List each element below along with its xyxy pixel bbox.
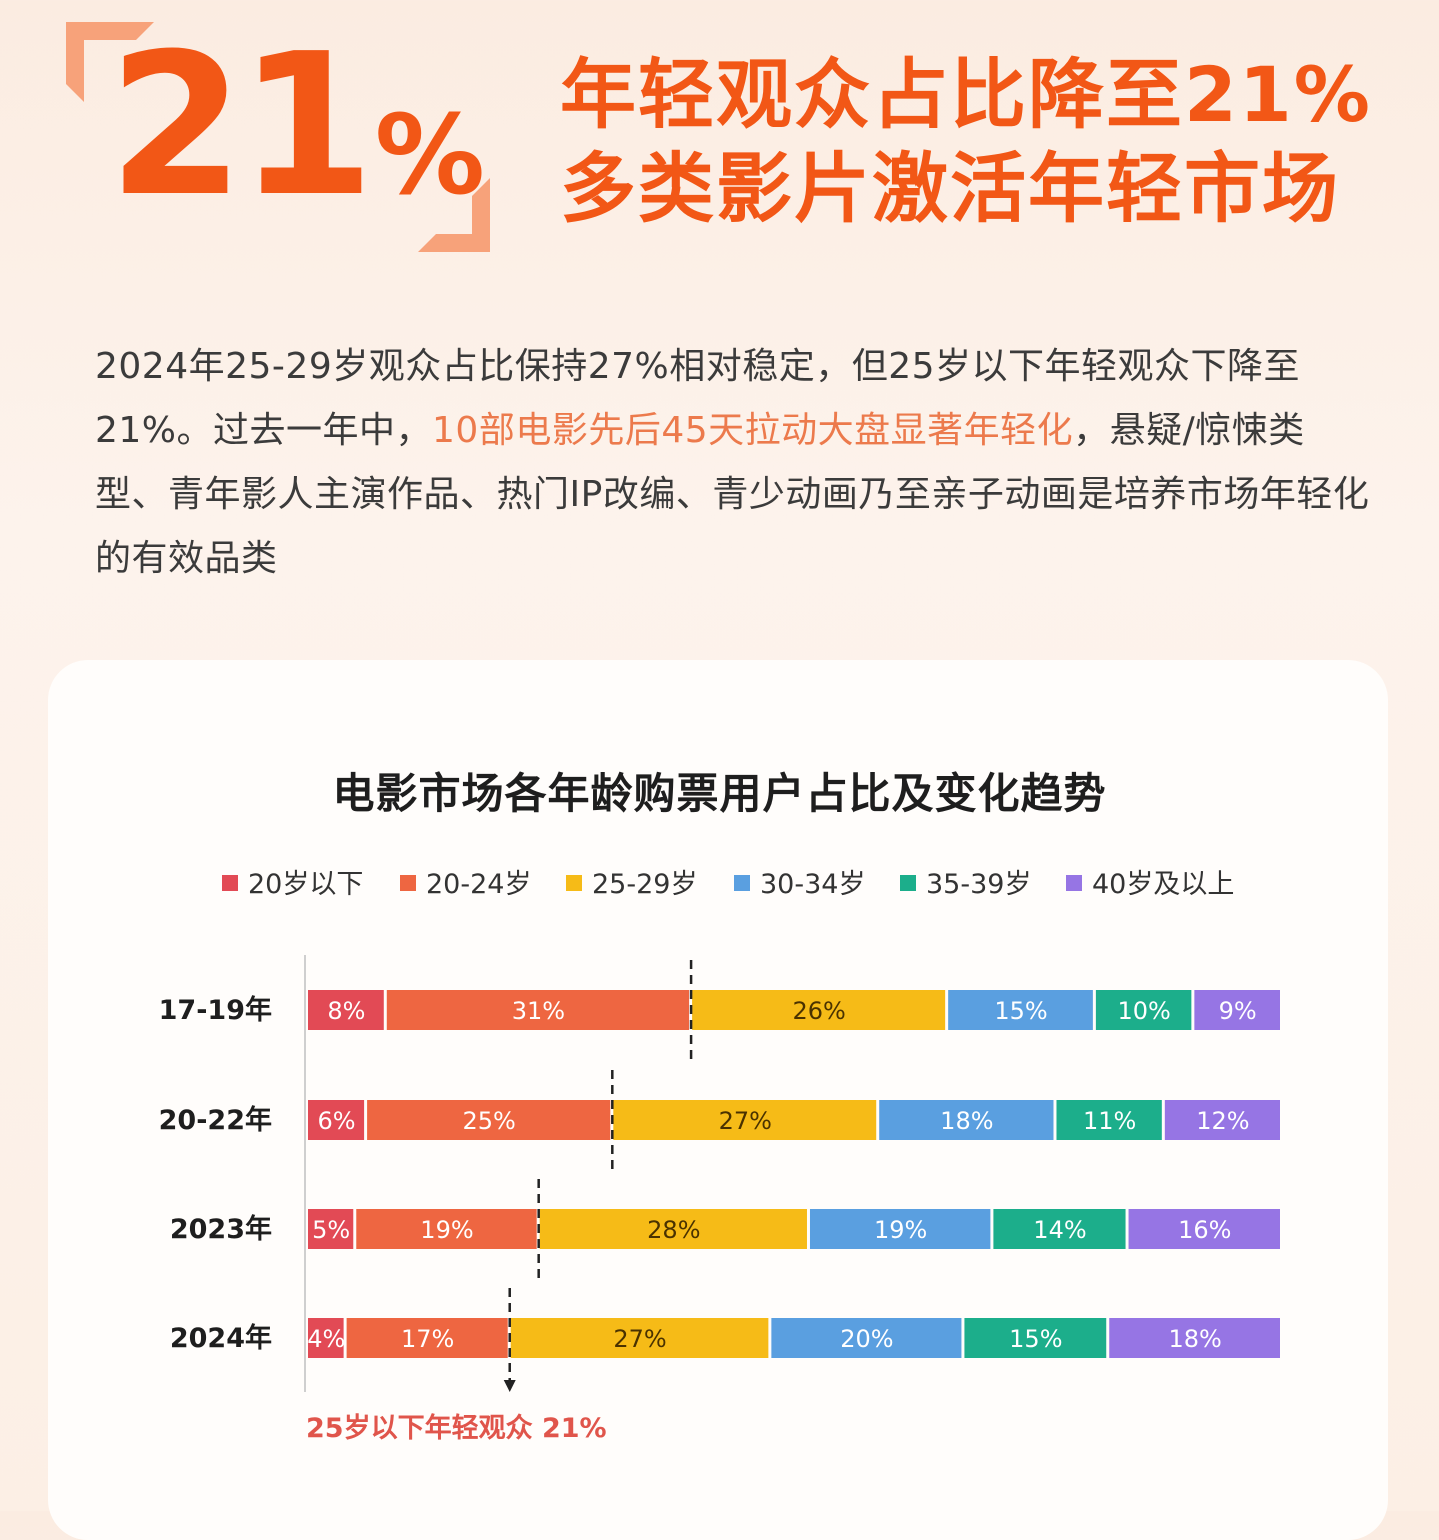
legend-swatch-3: [734, 875, 750, 891]
bar-value-label-r1-s1: 25%: [463, 1107, 516, 1135]
bar-segment-r0-s5: [1194, 990, 1280, 1030]
bar-value-label-r2-s0: 5%: [312, 1216, 350, 1244]
category-label-0: 17-19年: [159, 994, 272, 1026]
headline: 年轻观众占比降至21% 多类影片激活年轻市场: [560, 48, 1380, 236]
bar-value-label-r0-s3: 15%: [994, 997, 1047, 1025]
legend-label-4: 35-39岁: [926, 869, 1031, 900]
bar-segment-r3-s3: [771, 1318, 962, 1358]
legend-label-5: 40岁及以上: [1092, 869, 1234, 900]
bar-segment-r0-s0: [308, 990, 384, 1030]
hero-number-percent: %: [374, 91, 485, 219]
bar-value-label-r3-s5: 18%: [1168, 1325, 1221, 1353]
bar-value-label-r1-s0: 6%: [318, 1107, 356, 1135]
intro-paragraph: 2024年25-29岁观众占比保持27%相对稳定，但25岁以下年轻观众下降至21…: [95, 335, 1375, 591]
headline-line-2: 多类影片激活年轻市场: [560, 144, 1340, 233]
bar-segment-r3-s0: [308, 1318, 344, 1358]
bar-segment-r0-s2: [692, 990, 946, 1030]
legend-swatch-4: [900, 875, 916, 891]
bar-value-label-r3-s4: 15%: [1009, 1325, 1062, 1353]
legend-label-0: 20岁以下: [248, 869, 363, 900]
bar-value-label-r0-s4: 10%: [1117, 997, 1170, 1025]
bar-segment-r1-s0: [308, 1100, 365, 1140]
bar-value-label-r0-s5: 9%: [1219, 997, 1257, 1025]
bar-segment-r0-s3: [948, 990, 1093, 1030]
bar-segment-r1-s5: [1164, 1100, 1280, 1140]
bar-segment-r3-s5: [1109, 1318, 1280, 1358]
bar-value-label-r1-s4: 11%: [1083, 1107, 1136, 1135]
bar-segment-r1-s4: [1056, 1100, 1162, 1140]
legend-label-1: 20-24岁: [426, 869, 531, 900]
bar-segment-r2-s5: [1128, 1209, 1280, 1249]
bar-value-label-r0-s0: 8%: [327, 997, 365, 1025]
bar-value-label-r3-s3: 20%: [840, 1325, 893, 1353]
chart-title: 电影市场各年龄购票用户占比及变化趋势: [332, 769, 1107, 818]
bar-value-label-r1-s3: 18%: [940, 1107, 993, 1135]
category-label-2: 2023年: [170, 1213, 272, 1245]
legend-swatch-5: [1066, 875, 1082, 891]
legend-label-3: 30-34岁: [760, 869, 865, 900]
bar-segment-r0-s1: [386, 990, 690, 1030]
bar-segment-r2-s0: [308, 1209, 354, 1249]
chart-annotation: 25岁以下年轻观众 21%: [306, 1412, 607, 1444]
category-label-1: 20-22年: [159, 1104, 272, 1136]
hero-number-value: 21: [108, 12, 375, 240]
bar-value-label-r1-s5: 12%: [1196, 1107, 1249, 1135]
legend-label-2: 25-29岁: [592, 869, 697, 900]
legend-swatch-1: [400, 875, 416, 891]
bar-segment-r2-s2: [539, 1209, 807, 1249]
hero-number: 21%: [108, 28, 485, 238]
bar-segment-r1-s1: [367, 1100, 611, 1140]
bar-value-label-r2-s3: 19%: [874, 1216, 927, 1244]
bar-value-label-r2-s2: 28%: [647, 1216, 700, 1244]
category-label-3: 2024年: [170, 1322, 272, 1354]
intro-text-part-1: 2024年25-29岁观众占比保持27%相对稳定，但25岁以下年轻观众下降至21…: [95, 346, 1301, 451]
intro-text-part-2: ，悬疑/惊悚类型、青年影人主演作品、热门IP改编、青少动画乃至亲子动画是培养市场…: [95, 410, 1370, 579]
bar-value-label-r3-s1: 17%: [401, 1325, 454, 1353]
bar-value-label-r2-s5: 16%: [1178, 1216, 1231, 1244]
legend-swatch-0: [222, 875, 238, 891]
corner-bracket-top-left: [66, 22, 154, 102]
bar-segment-r0-s4: [1095, 990, 1192, 1030]
intro-highlight: 10部电影先后45天拉动大盘显著年轻化: [432, 410, 1074, 451]
bar-segment-r2-s3: [809, 1209, 991, 1249]
bar-value-label-r1-s2: 27%: [719, 1107, 772, 1135]
marker-arrow-head: [503, 1380, 516, 1392]
bar-segment-r3-s4: [964, 1318, 1107, 1358]
bar-value-label-r2-s1: 19%: [420, 1216, 473, 1244]
legend-swatch-2: [566, 875, 582, 891]
bar-value-label-r0-s2: 26%: [792, 997, 845, 1025]
bar-value-label-r0-s1: 31%: [512, 997, 565, 1025]
bar-segment-r1-s2: [613, 1100, 877, 1140]
bar-value-label-r3-s2: 27%: [613, 1325, 666, 1353]
bar-value-label-r2-s4: 14%: [1033, 1216, 1086, 1244]
bar-segment-r2-s4: [993, 1209, 1126, 1249]
bar-segment-r3-s1: [346, 1318, 508, 1358]
bar-segment-r3-s2: [510, 1318, 769, 1358]
headline-line-1: 年轻观众占比降至21%: [560, 50, 1372, 139]
bar-segment-r1-s3: [879, 1100, 1054, 1140]
corner-bracket-bottom-right: [418, 178, 490, 252]
bar-value-label-r3-s0: 4%: [307, 1325, 345, 1353]
bar-segment-r2-s1: [356, 1209, 537, 1249]
